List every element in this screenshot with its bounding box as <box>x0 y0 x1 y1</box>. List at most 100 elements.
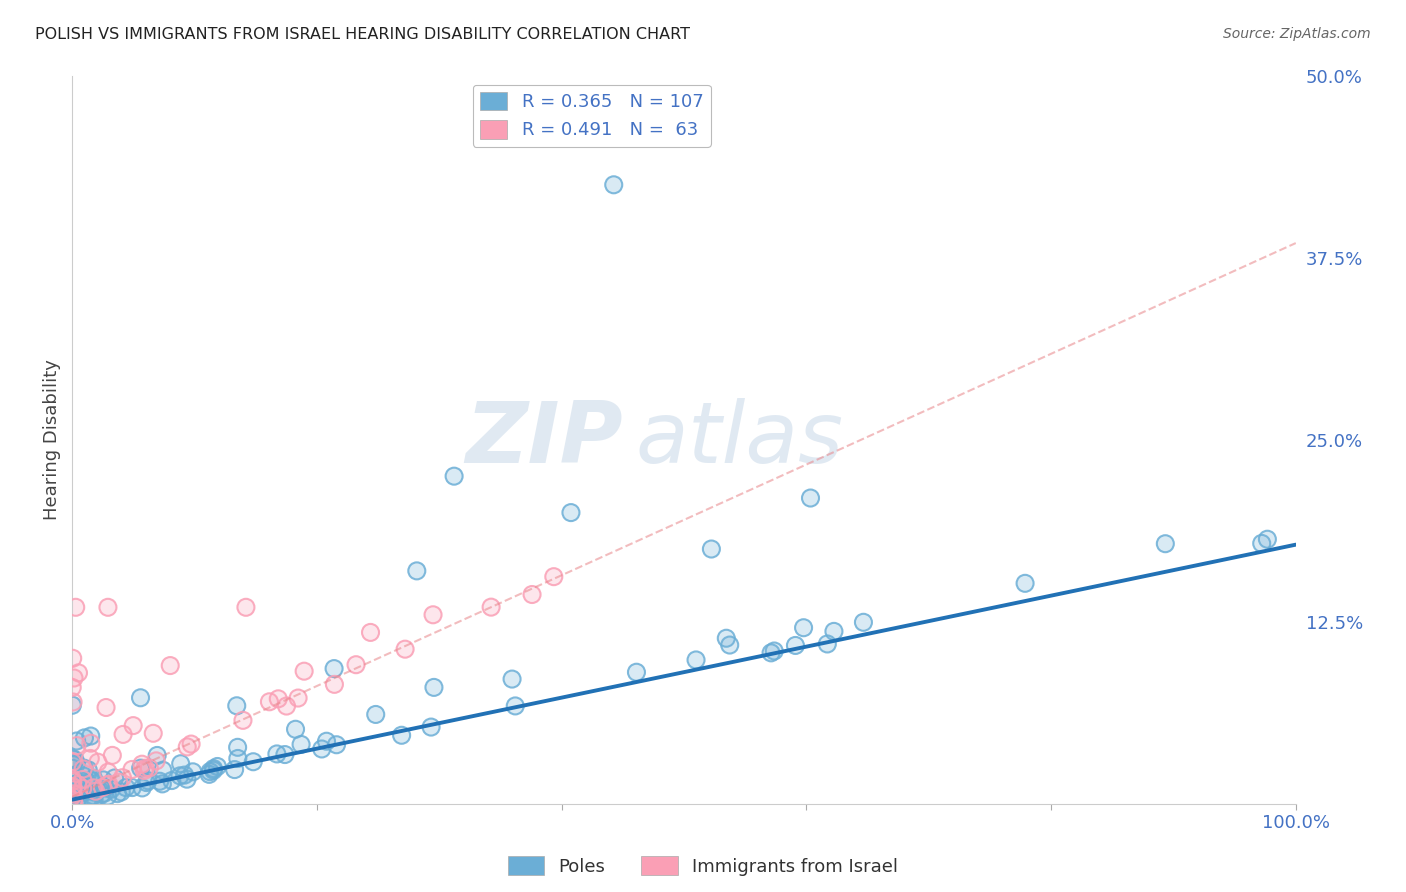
Point <box>150 777 173 791</box>
Point <box>121 780 143 795</box>
Point <box>62 756 84 770</box>
Point <box>62 774 84 789</box>
Point <box>96 778 118 792</box>
Point <box>83 780 105 795</box>
Point <box>62 793 84 807</box>
Point <box>443 469 465 483</box>
Point <box>63 787 86 801</box>
Point <box>69 776 91 790</box>
Y-axis label: Hearing Disability: Hearing Disability <box>44 359 60 520</box>
Point <box>202 764 225 778</box>
Point <box>65 795 87 809</box>
Point <box>72 772 94 787</box>
Point <box>364 707 387 722</box>
Point <box>62 797 84 811</box>
Point <box>72 785 94 799</box>
Point <box>420 720 443 734</box>
Point <box>136 773 159 788</box>
Point <box>93 786 115 800</box>
Point <box>87 755 110 769</box>
Point <box>391 728 413 742</box>
Point <box>152 763 174 777</box>
Point <box>344 657 367 672</box>
Point <box>785 639 807 653</box>
Point <box>176 772 198 787</box>
Point <box>100 782 122 797</box>
Point <box>142 726 165 740</box>
Point <box>107 775 129 789</box>
Point <box>501 672 523 686</box>
Point <box>700 541 723 556</box>
Point <box>101 748 124 763</box>
Point <box>394 642 416 657</box>
Point <box>72 769 94 783</box>
Text: atlas: atlas <box>636 398 844 482</box>
Point <box>685 653 707 667</box>
Point <box>69 776 91 790</box>
Point <box>1014 576 1036 591</box>
Point <box>67 665 90 680</box>
Point <box>60 681 83 695</box>
Point <box>129 761 152 775</box>
Point <box>180 737 202 751</box>
Point <box>198 767 221 781</box>
Point <box>815 637 838 651</box>
Point <box>97 600 120 615</box>
Point <box>91 780 114 794</box>
Point <box>62 756 84 770</box>
Point <box>560 506 582 520</box>
Point <box>274 747 297 762</box>
Point <box>823 624 845 639</box>
Point <box>60 698 83 713</box>
Point <box>72 781 94 796</box>
Point <box>122 718 145 732</box>
Point <box>136 773 159 788</box>
Point <box>1154 537 1177 551</box>
Point <box>159 658 181 673</box>
Point <box>62 695 84 709</box>
Point <box>176 739 198 754</box>
Point <box>131 757 153 772</box>
Point <box>311 742 333 756</box>
Point <box>82 772 104 786</box>
Point <box>62 651 84 665</box>
Point <box>311 742 333 756</box>
Point <box>323 677 346 691</box>
Point <box>76 792 98 806</box>
Point <box>60 789 83 803</box>
Point <box>149 774 172 789</box>
Point <box>700 541 723 556</box>
Point <box>180 737 202 751</box>
Point <box>62 780 84 794</box>
Point <box>112 727 135 741</box>
Point <box>276 699 298 714</box>
Point <box>138 761 160 775</box>
Point <box>60 789 83 804</box>
Point <box>72 762 94 776</box>
Point <box>292 664 315 678</box>
Point <box>242 755 264 769</box>
Point <box>60 761 83 775</box>
Point <box>110 785 132 799</box>
Point <box>94 700 117 714</box>
Point <box>323 662 346 676</box>
Point <box>503 698 526 713</box>
Point <box>793 621 815 635</box>
Point <box>852 615 875 630</box>
Point <box>202 762 225 776</box>
Point <box>94 780 117 795</box>
Text: ZIP: ZIP <box>465 398 623 482</box>
Text: POLISH VS IMMIGRANTS FROM ISRAEL HEARING DISABILITY CORRELATION CHART: POLISH VS IMMIGRANTS FROM ISRAEL HEARING… <box>35 27 690 42</box>
Point <box>65 796 87 810</box>
Point <box>763 644 786 658</box>
Point <box>150 777 173 791</box>
Legend: Poles, Immigrants from Israel: Poles, Immigrants from Israel <box>501 849 905 883</box>
Point <box>259 695 281 709</box>
Point <box>60 681 83 695</box>
Point <box>66 739 89 753</box>
Point <box>181 764 204 779</box>
Point <box>315 734 337 748</box>
Point <box>60 784 83 798</box>
Point <box>181 764 204 779</box>
Point <box>97 600 120 615</box>
